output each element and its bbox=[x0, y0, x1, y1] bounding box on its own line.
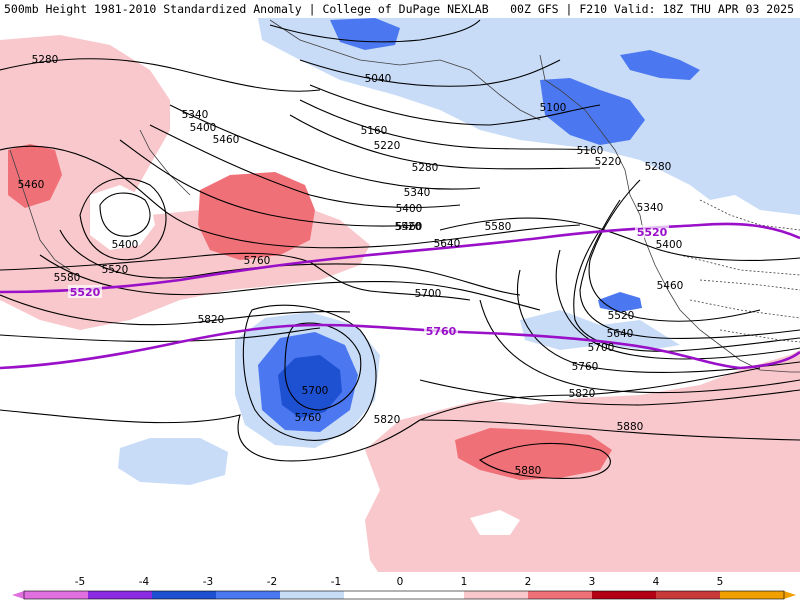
model-valid-time: 00Z GFS | F210 Valid: 18Z THU APR 03 202… bbox=[510, 2, 794, 16]
highlight-label: 5520 bbox=[70, 286, 101, 299]
colorbar: -5 -4 -3 -2 -1 0 1 2 3 4 5 bbox=[0, 572, 800, 600]
colorbar-tick: 2 bbox=[525, 576, 532, 588]
contour-label: 5640 bbox=[607, 328, 634, 340]
contour-label: 5340 bbox=[182, 109, 209, 121]
colorbar-segment bbox=[344, 591, 400, 599]
contour-label: 5820 bbox=[198, 314, 225, 326]
contour-label: 5220 bbox=[595, 156, 622, 168]
contour-label: 5520 bbox=[395, 221, 422, 233]
colorbar-tick: 0 bbox=[397, 576, 404, 588]
anomaly-shading bbox=[0, 18, 800, 590]
colorbar-tick: 1 bbox=[461, 576, 468, 588]
contour-label: 5700 bbox=[588, 342, 615, 354]
colorbar-tick: -2 bbox=[267, 576, 277, 588]
contour-label: 5340 bbox=[637, 202, 664, 214]
contour-label: 5400 bbox=[396, 203, 423, 215]
contour-label: 5700 bbox=[302, 385, 329, 397]
contour-label: 5400 bbox=[112, 239, 139, 251]
contour-label: 5160 bbox=[577, 145, 604, 157]
contour-label: 5580 bbox=[54, 272, 81, 284]
contour-label: 5040 bbox=[365, 73, 392, 85]
colorbar-left-arrow bbox=[12, 591, 24, 599]
contour-label: 5760 bbox=[295, 412, 322, 424]
colorbar-tick: 4 bbox=[653, 576, 660, 588]
colorbar-tick: -5 bbox=[75, 576, 85, 588]
colorbar-right-arrow bbox=[784, 591, 796, 599]
colorbar-segment bbox=[280, 591, 344, 599]
map-title: 500mb Height 1981-2010 Standardized Anom… bbox=[4, 2, 489, 16]
contour-label: 5460 bbox=[396, 221, 423, 233]
highlight-label: 5520 bbox=[637, 226, 668, 239]
colorbar-tick: -3 bbox=[203, 576, 213, 588]
colorbar-tick: -1 bbox=[331, 576, 341, 588]
contour-label: 5280 bbox=[412, 162, 439, 174]
contour-label: 5640 bbox=[434, 238, 461, 250]
contour-label: 5160 bbox=[361, 125, 388, 137]
colorbar-tick: -4 bbox=[139, 576, 150, 588]
contour-label: 5700 bbox=[415, 288, 442, 300]
colorbar-tick: 5 bbox=[717, 576, 724, 588]
contour-label: 5820 bbox=[569, 388, 596, 400]
contour-label: 5400 bbox=[190, 122, 217, 134]
contour-label: 5760 bbox=[244, 255, 271, 267]
contour-label: 5460 bbox=[657, 280, 684, 292]
contour-label: 5460 bbox=[213, 134, 240, 146]
colorbar-segment bbox=[592, 591, 656, 599]
contour-label: 5580 bbox=[485, 221, 512, 233]
contour-label: 5760 bbox=[572, 361, 599, 373]
colorbar-segment bbox=[24, 591, 88, 599]
contour-label: 5820 bbox=[374, 414, 401, 426]
colorbar-segment bbox=[216, 591, 280, 599]
contour-label: 5400 bbox=[656, 239, 683, 251]
colorbar-tick: 3 bbox=[589, 576, 596, 588]
contour-label: 5460 bbox=[18, 179, 45, 191]
colorbar-segment bbox=[88, 591, 152, 599]
contour-label: 5520 bbox=[608, 310, 635, 322]
highlight-label: 5760 bbox=[426, 325, 457, 338]
colorbar-segment bbox=[656, 591, 720, 599]
contour-label: 5280 bbox=[32, 54, 59, 66]
contour-label: 5280 bbox=[645, 161, 672, 173]
colorbar-segment bbox=[528, 591, 592, 599]
height-contours bbox=[0, 19, 800, 479]
colorbar-segment bbox=[720, 591, 784, 599]
contour-label: 5880 bbox=[515, 465, 542, 477]
highlight-labels: 5520 5520 5760 bbox=[68, 225, 669, 338]
contour-label: 5880 bbox=[617, 421, 644, 433]
coastlines bbox=[9, 19, 800, 373]
colorbar-segment bbox=[464, 591, 528, 599]
contour-label: 5100 bbox=[540, 102, 567, 114]
contour-label: 5340 bbox=[404, 187, 431, 199]
contour-label: 5220 bbox=[374, 140, 401, 152]
contour-label: 5520 bbox=[102, 264, 129, 276]
colorbar-segment bbox=[400, 591, 464, 599]
colorbar-segment bbox=[152, 591, 216, 599]
contour-labels: 5280 5040 5100 5160 5220 5280 5340 5400 … bbox=[18, 54, 684, 477]
